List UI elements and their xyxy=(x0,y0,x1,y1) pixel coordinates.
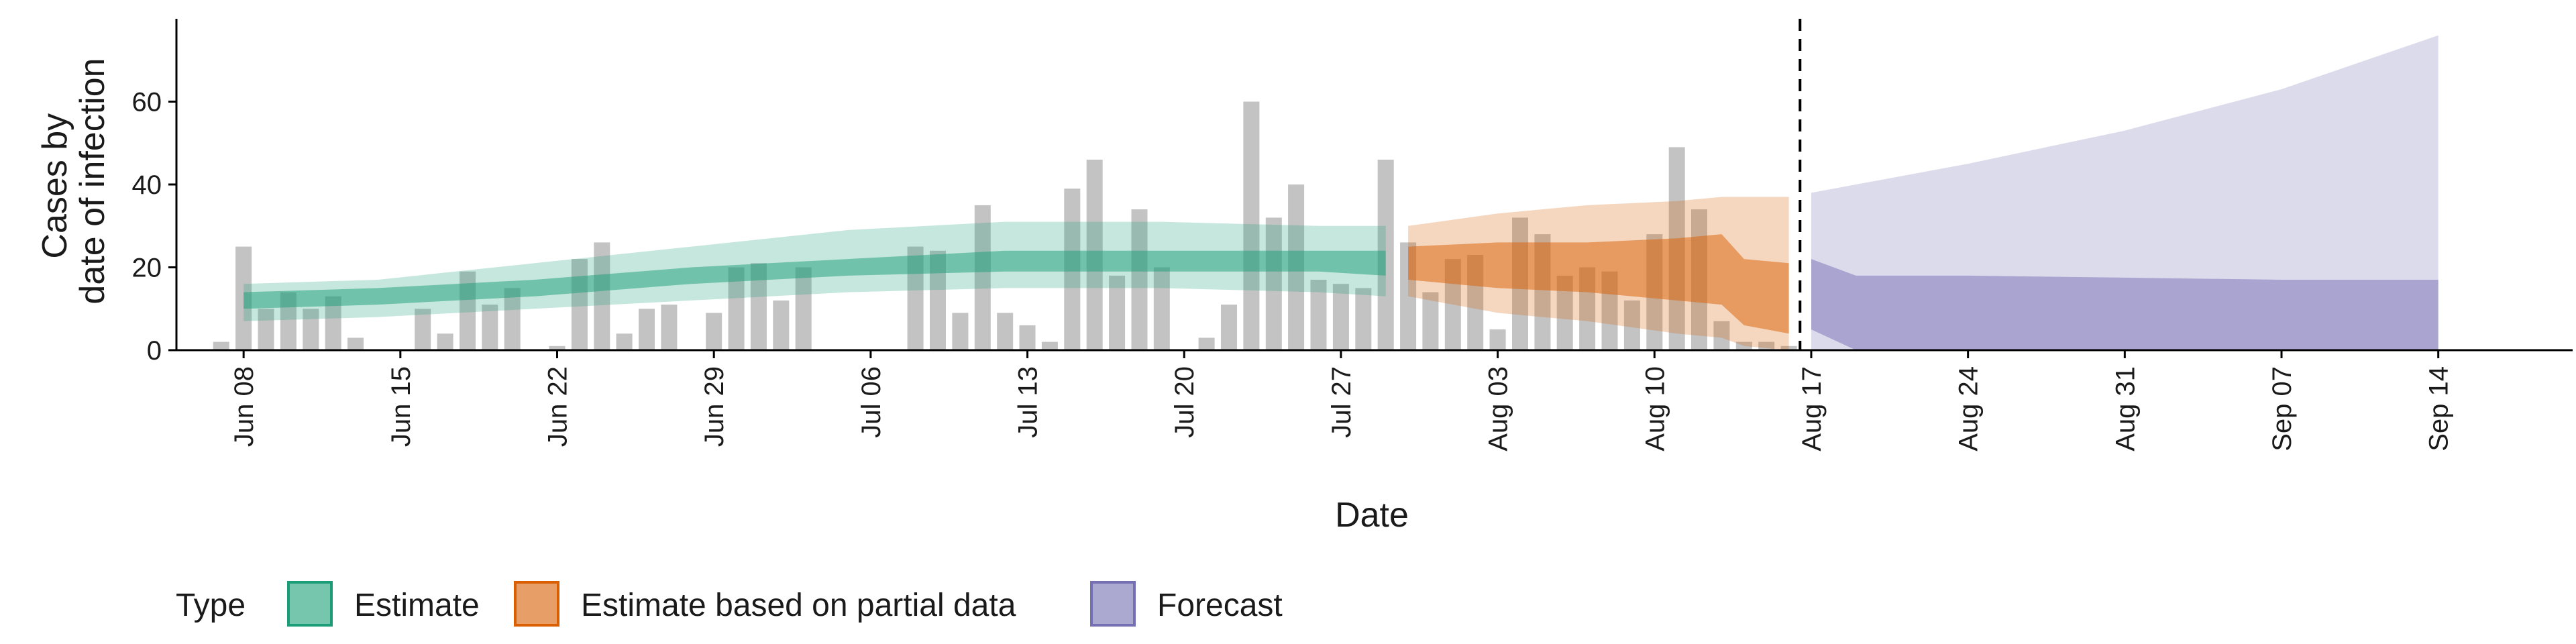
legend-key-estimate xyxy=(287,581,333,627)
reported-cases-bar xyxy=(952,313,969,350)
x-tick-label: Jul 06 xyxy=(857,366,886,438)
x-tick-label: Sep 07 xyxy=(2267,366,2297,451)
reported-cases-bar xyxy=(571,259,588,350)
y-tick-label: 40 xyxy=(132,170,162,200)
reported-cases-bar xyxy=(706,313,722,350)
x-axis-ticks: Jun 08 Jun 15 Jun 22 Jun 29 Jul 06 Jul 13 Jul … xyxy=(229,350,2454,451)
y-axis-title-line-1: Cases by xyxy=(36,113,74,259)
reported-cases-bar xyxy=(1153,267,1170,350)
x-tick-label: Aug 10 xyxy=(1640,366,1670,451)
x-tick-label: Aug 24 xyxy=(1954,366,1984,451)
y-tick-label: 20 xyxy=(132,254,162,283)
x-tick-label: Aug 17 xyxy=(1797,366,1827,451)
reported-cases-bar xyxy=(639,309,655,351)
reported-cases-bar xyxy=(1310,280,1327,350)
legend-key-partial-estimate xyxy=(514,581,559,627)
estimate-bands xyxy=(244,35,2438,350)
reported-cases-bar xyxy=(1109,275,1126,350)
reported-cases-bar xyxy=(1041,341,1058,350)
reported-cases-bar xyxy=(974,205,991,350)
reported-cases-bar xyxy=(1735,341,1752,350)
x-tick-label: Jun 15 xyxy=(386,366,416,447)
reported-cases-bar xyxy=(1332,284,1349,350)
legend-label-partial-estimate: Estimate based on partial data xyxy=(581,588,1016,623)
reported-cases-bar xyxy=(1131,209,1148,350)
y-axis-title: Cases by date of infection xyxy=(36,58,112,304)
y-tick-label: 60 xyxy=(132,88,162,117)
legend: Type Estimate Estimate based on partial … xyxy=(176,581,1283,627)
reported-cases-bar xyxy=(1355,288,1372,350)
reported-cases-bar xyxy=(1243,101,1260,350)
legend-label-estimate: Estimate xyxy=(354,588,480,623)
reported-cases-bar xyxy=(415,309,431,351)
x-tick-label: Aug 31 xyxy=(2110,366,2140,451)
reported-cases-bar xyxy=(1758,341,1775,350)
x-tick-label: Jul 13 xyxy=(1014,366,1043,438)
x-tick-label: Jun 29 xyxy=(700,366,729,447)
reported-cases-bar xyxy=(303,309,319,351)
reported-cases-bar xyxy=(482,305,498,350)
forecast-inner-band xyxy=(1811,259,2438,350)
reported-cases-bar xyxy=(1265,217,1282,350)
x-tick-label: Aug 03 xyxy=(1484,366,1513,451)
reported-cases-bar xyxy=(437,333,453,350)
estimate-inner-band xyxy=(244,250,1386,309)
reported-cases-bar xyxy=(1422,292,1439,350)
x-tick-label: Jun 22 xyxy=(543,366,573,447)
reported-cases-bar xyxy=(1713,321,1730,350)
x-tick-label: Jun 08 xyxy=(229,366,259,447)
y-tick-label: 0 xyxy=(147,336,162,366)
reported-cases-bar xyxy=(1780,345,1797,350)
reported-cases-bar xyxy=(258,309,274,351)
legend-title: Type xyxy=(176,588,246,623)
reported-cases-bar xyxy=(504,288,521,350)
reported-cases-bar xyxy=(594,242,610,350)
reported-cases-bar xyxy=(661,305,678,350)
reported-cases-bar xyxy=(1221,305,1237,350)
reported-cases-bar xyxy=(213,341,229,350)
x-axis-title: Date xyxy=(1335,496,1409,535)
reported-cases-bar xyxy=(1198,337,1215,350)
forecast-outer-band xyxy=(1811,35,2438,350)
reported-cases-bar xyxy=(1623,300,1640,350)
legend-key-forecast xyxy=(1090,581,1136,627)
reported-cases-bar xyxy=(1019,325,1036,350)
reported-cases-bar xyxy=(795,267,812,350)
estimate-based-on-partial-data-inner-band xyxy=(1408,234,1789,334)
reported-cases-bar xyxy=(347,337,364,350)
reported-cases-bar xyxy=(1489,329,1506,350)
reported-cases-bar xyxy=(773,300,790,350)
reported-cases-bar xyxy=(997,313,1014,350)
legend-label-forecast: Forecast xyxy=(1157,588,1283,623)
x-tick-label: Jul 27 xyxy=(1327,366,1356,438)
reported-cases-bar xyxy=(549,345,566,350)
y-axis-title-line-2: date of infection xyxy=(73,58,112,304)
y-axis-ticks: 0 20 40 60 xyxy=(132,88,176,366)
x-tick-label: Sep 14 xyxy=(2424,366,2454,451)
reported-cases-bar xyxy=(616,333,633,350)
x-tick-label: Jul 20 xyxy=(1170,366,1199,438)
